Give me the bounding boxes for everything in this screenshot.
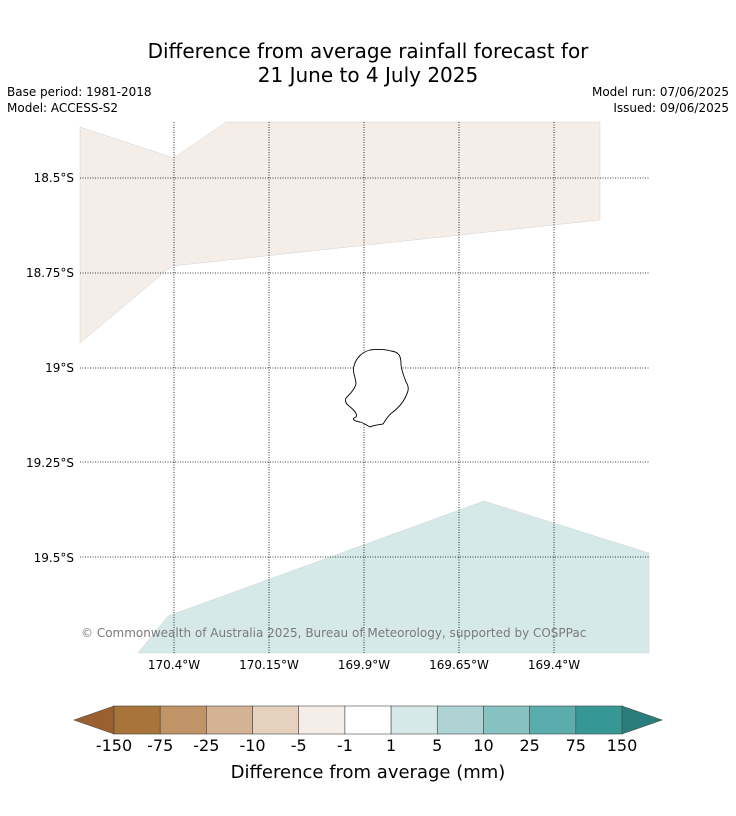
colorbar-tick-label: 25 bbox=[519, 736, 539, 755]
colorbar-tick-label: -150 bbox=[96, 736, 132, 755]
lon-label: 169.4°W bbox=[528, 658, 580, 672]
map-title-line1: Difference from average rainfall forecas… bbox=[147, 39, 589, 63]
island-outline bbox=[345, 348, 409, 428]
lon-label: 170.15°W bbox=[239, 658, 299, 672]
lat-label: 18.5°S bbox=[34, 171, 74, 185]
colorbar-tick-label: -75 bbox=[147, 736, 173, 755]
colorbar: -150 -75 -25 -10 -5 -1 1 5 10 25 75 150 Difference … bbox=[73, 705, 663, 783]
colorbar-tick-label: 75 bbox=[566, 736, 586, 755]
lon-label: 169.65°W bbox=[429, 658, 489, 672]
colorbar-tick-label: -10 bbox=[239, 736, 265, 755]
colorbar-segment bbox=[483, 705, 530, 735]
lat-label: 19°S bbox=[45, 361, 74, 375]
colorbar-segment bbox=[113, 705, 161, 735]
map-title-line2: 21 June to 4 July 2025 bbox=[257, 63, 479, 87]
lat-label: 18.75°S bbox=[26, 266, 74, 280]
colorbar-segment bbox=[252, 705, 300, 735]
lat-label: 19.5°S bbox=[34, 551, 74, 565]
lon-label: 170.4°W bbox=[148, 658, 200, 672]
colorbar-segments bbox=[113, 705, 623, 735]
colorbar-tick-label: 1 bbox=[386, 736, 396, 755]
colorbar-tick-label: -5 bbox=[291, 736, 307, 755]
colorbar-segment bbox=[298, 705, 346, 735]
colorbar-segment bbox=[529, 705, 577, 735]
colorbar-tick-label: -1 bbox=[337, 736, 353, 755]
colorbar-tick-label: 10 bbox=[473, 736, 493, 755]
issued-date: Issued: 09/06/2025 bbox=[613, 101, 729, 115]
colorbar-title: Difference from average (mm) bbox=[231, 762, 506, 783]
meta-left: Base period: 1981-2018 Model: ACCESS-S2 bbox=[7, 84, 152, 116]
wet-region bbox=[137, 500, 650, 654]
colorbar-tick-label: 150 bbox=[607, 736, 638, 755]
copyright-notice: © Commonwealth of Australia 2025, Bureau… bbox=[81, 626, 586, 640]
dry-region bbox=[79, 121, 601, 344]
model-run: Model run: 07/06/2025 bbox=[591, 85, 729, 99]
colorbar-tick-label: 5 bbox=[432, 736, 442, 755]
colorbar-tick-label: -25 bbox=[193, 736, 219, 755]
lon-label: 169.9°W bbox=[338, 658, 390, 672]
model-name: Model: ACCESS-S2 bbox=[7, 101, 119, 115]
colorbar-under-arrow bbox=[73, 705, 115, 735]
base-period: Base period: 1981-2018 bbox=[7, 85, 152, 99]
colorbar-segment bbox=[159, 705, 207, 735]
colorbar-segment bbox=[575, 705, 623, 735]
colorbar-segment bbox=[206, 705, 253, 735]
meta-right: Model run: 07/06/2025 Issued: 09/06/2025 bbox=[592, 84, 729, 116]
lat-label: 19.25°S bbox=[26, 456, 74, 470]
colorbar-ticks: -150 -75 -25 -10 -5 -1 1 5 10 25 75 150 bbox=[96, 736, 637, 755]
colorbar-segment bbox=[436, 705, 484, 735]
map-area: 18.5°S 18.75°S 19°S 19.25°S 19.5°S 170.4… bbox=[26, 121, 650, 672]
colorbar-over-arrow bbox=[621, 705, 663, 735]
colorbar-segment bbox=[344, 705, 392, 735]
colorbar-segment bbox=[390, 705, 438, 735]
